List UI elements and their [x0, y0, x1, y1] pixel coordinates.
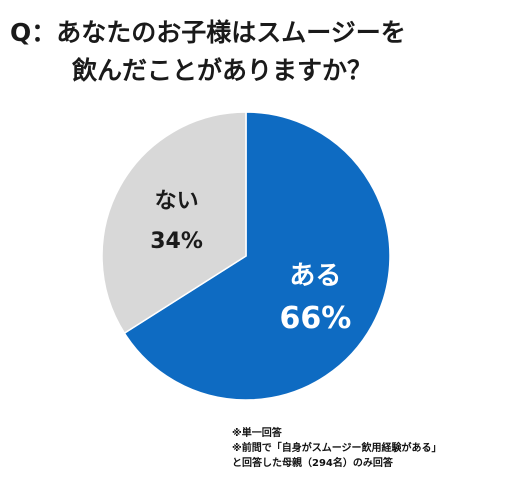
footnote-line-3: と回答した母親（294名）のみ回答 — [232, 458, 393, 469]
chart-title: Q：あなたのお子様はスムージーを 飲んだことがありますか？ — [10, 14, 510, 90]
footnote-line-2: ※前問で「自身がスムージー飲用経験がある」 — [232, 443, 442, 454]
footnote-line-1: ※単一回答 — [232, 428, 282, 439]
slice-value-1: 66% — [279, 301, 351, 336]
slice-value-2: 34% — [150, 229, 203, 254]
slice-label-1: ある — [289, 261, 341, 291]
title-line-2: 飲んだことがありますか？ — [72, 56, 373, 85]
footnote: ※単一回答 ※前問で「自身がスムージー飲用経験がある」 と回答した母親（294名… — [232, 426, 512, 471]
slice-label-2: ない — [155, 189, 199, 214]
title-line-1: Q：あなたのお子様はスムージーを — [10, 18, 406, 47]
pie-slice-2 — [101, 111, 247, 335]
pie-slice-1 — [123, 111, 391, 401]
